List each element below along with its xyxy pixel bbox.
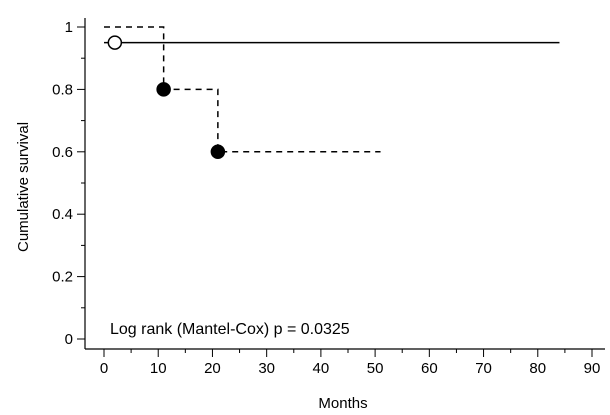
x-tick-label: 90 — [584, 360, 601, 377]
ticks: 0 10 20 30 40 50 60 70 80 90 0 0.2 0.4 0.6 0.8 1 — [52, 19, 600, 377]
series-layer — [104, 26, 560, 153]
x-tick-label: 60 — [421, 360, 438, 377]
marker-layer — [107, 35, 226, 160]
series-line-dashed — [104, 26, 381, 153]
y-tick-label: 0.6 — [52, 144, 73, 161]
x-tick-label: 20 — [204, 360, 221, 377]
event-marker-filled — [156, 82, 171, 97]
y-tick-label: 0 — [65, 331, 73, 348]
x-tick-label: 50 — [367, 360, 384, 377]
x-tick-label: 10 — [150, 360, 167, 377]
y-tick-label: 0.2 — [52, 269, 73, 286]
x-tick-label: 30 — [258, 360, 275, 377]
logrank-annotation: Log rank (Mantel-Cox) p = 0.0325 — [110, 321, 350, 338]
event-marker-filled — [210, 144, 226, 160]
x-tick-label: 80 — [529, 360, 546, 377]
x-tick-label: 70 — [475, 360, 492, 377]
x-axis-title: Months — [318, 395, 367, 412]
censor-marker-open — [107, 35, 123, 50]
y-tick-label: 0.4 — [52, 206, 73, 223]
x-tick-label: 40 — [313, 360, 330, 377]
y-tick-label: 1 — [65, 19, 73, 36]
x-tick-label: 0 — [100, 360, 108, 377]
y-tick-label: 0.8 — [52, 81, 73, 98]
y-axis-title: Cumulative survival — [15, 122, 32, 252]
